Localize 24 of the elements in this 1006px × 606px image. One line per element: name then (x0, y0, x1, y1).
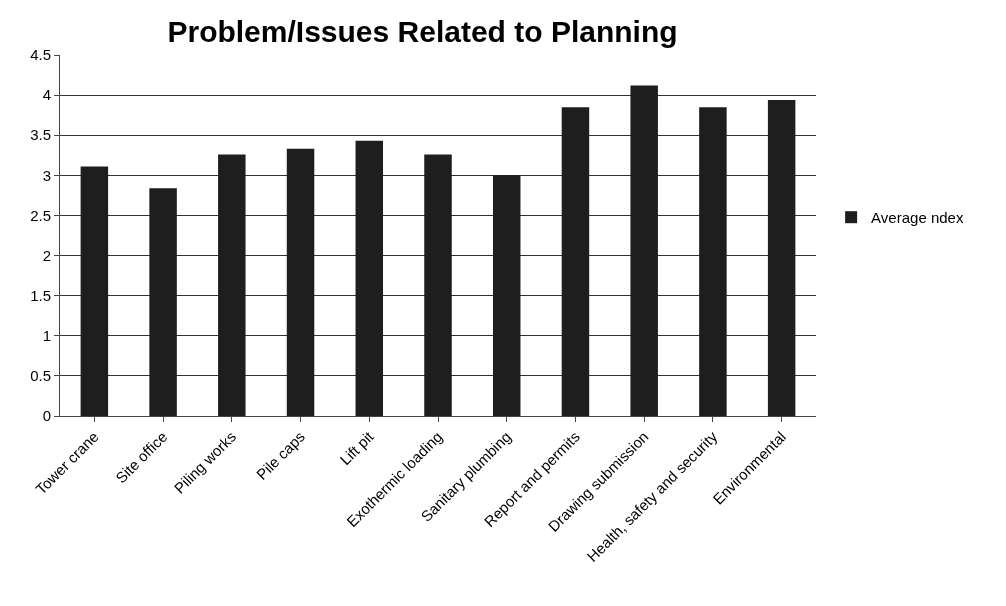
y-tick-label: 0.5 (30, 367, 51, 385)
bar (218, 154, 246, 416)
y-tick-label: 2 (42, 246, 51, 264)
bar (630, 85, 658, 416)
chart-title: Problem/Issues Related to Planning (167, 15, 678, 49)
y-tick-label: 2.5 (30, 206, 51, 224)
y-tick-label: 4 (42, 86, 51, 104)
x-tick-label: Lift pit (336, 427, 378, 469)
bar (699, 107, 727, 416)
y-tick-label: 4.5 (30, 46, 51, 64)
y-tick-label: 1.5 (30, 286, 51, 304)
bar (149, 188, 177, 416)
y-tick-label: 3 (42, 166, 51, 184)
bar (286, 148, 315, 416)
bar (355, 140, 384, 416)
y-tick-label: 1 (42, 327, 51, 345)
y-tick-label: 0 (42, 407, 51, 425)
bar (424, 154, 452, 416)
bar (767, 99, 796, 416)
bar (561, 107, 590, 416)
legend-label: Average ndex (871, 209, 964, 227)
bar (80, 166, 109, 416)
bar (492, 175, 521, 416)
y-tick-label: 3.5 (30, 126, 51, 144)
